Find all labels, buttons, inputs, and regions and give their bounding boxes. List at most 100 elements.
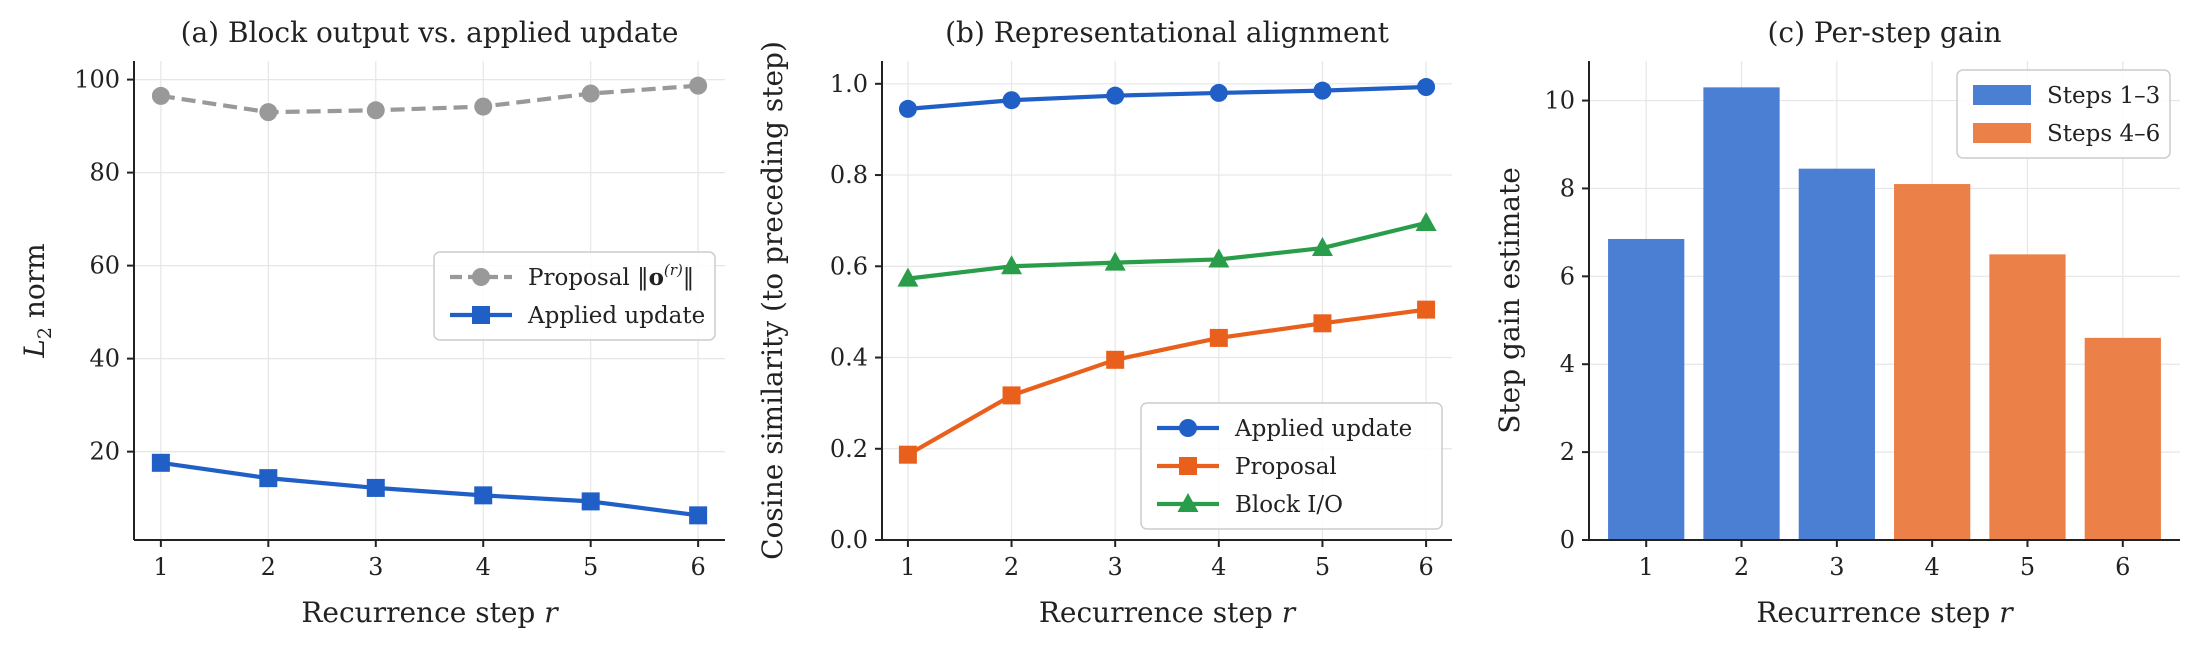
legend-label: Steps 1–3 [2047, 83, 2160, 109]
panel-title: (c) Per-step gain [1767, 16, 2001, 49]
y-tick-label: 80 [89, 159, 120, 187]
y-tick-label: 40 [89, 345, 120, 373]
x-tick-label: 5 [1315, 553, 1330, 581]
y-axis-title: Cosine similarity (to preceding step) [756, 41, 789, 560]
legend-label: Steps 4–6 [2047, 121, 2160, 147]
bar-step-4 [1894, 184, 1971, 540]
data-point [1001, 255, 1023, 275]
legend-marker [472, 268, 490, 286]
x-tick-label: 3 [368, 553, 383, 581]
bar-step-1 [1608, 238, 1685, 541]
series-line-2 [906, 307, 1427, 457]
y-tick-label: 4 [1560, 350, 1575, 378]
y-axis-title: L2 norm [18, 243, 56, 358]
data-point [897, 267, 919, 287]
y-tick-label: 2 [1560, 438, 1575, 466]
data-point [474, 486, 493, 505]
data-point [1415, 211, 1437, 231]
legend-label: Applied update [1234, 416, 1412, 442]
legend-swatch [1973, 123, 2031, 143]
data-point [1313, 314, 1332, 333]
y-tick-label: 0.4 [830, 344, 868, 372]
data-point [1208, 248, 1230, 268]
data-point [1106, 350, 1125, 369]
x-tick-label: 6 [2115, 553, 2130, 581]
series-line-3 [907, 220, 1427, 281]
data-point [1104, 251, 1126, 271]
legend-label: Proposal [1235, 454, 1337, 480]
data-point [898, 445, 917, 464]
data-point [1002, 91, 1021, 110]
bar-step-5 [1989, 254, 2066, 541]
y-tick-label: 0.8 [830, 161, 868, 189]
y-tick-label: 8 [1560, 174, 1575, 202]
data-point [1311, 237, 1333, 257]
series-line-2 [160, 460, 699, 518]
x-tick-label: 3 [1108, 553, 1123, 581]
y-tick-label: 20 [89, 438, 120, 466]
data-point [689, 76, 708, 95]
panel-title: (a) Block output vs. applied update [181, 16, 679, 49]
x-tick-label: 4 [1925, 553, 1940, 581]
y-axis-title: Step gain estimate [1493, 167, 1526, 434]
x-tick-label: 3 [1829, 553, 1844, 581]
legend-marker [472, 306, 490, 324]
data-point [898, 99, 917, 118]
x-tick-label: 5 [583, 553, 598, 581]
x-tick-label: 1 [1639, 553, 1654, 581]
y-tick-label: 100 [74, 66, 120, 94]
panel-2: 1 2 3 4 5 6 0.0 0.2 0.4 0.6 0.8 1.0 (b) Representati… [756, 16, 1452, 629]
bar-step-3 [1798, 168, 1875, 540]
bar-step-6 [2084, 337, 2161, 540]
x-tick-label: 2 [1004, 553, 1019, 581]
bar-step-2 [1703, 87, 1780, 540]
data-point [259, 103, 278, 122]
data-point [581, 492, 600, 511]
data-point [151, 453, 170, 472]
data-point [581, 84, 600, 103]
data-point [366, 478, 385, 497]
x-tick-label: 5 [2020, 553, 2035, 581]
y-tick-label: 6 [1560, 262, 1575, 290]
data-point [1106, 86, 1125, 105]
y-tick-label: 0.6 [830, 252, 868, 280]
x-tick-label: 4 [476, 553, 491, 581]
data-point [1417, 300, 1436, 319]
legend-swatch [1973, 85, 2031, 105]
legend-label: Applied update [527, 303, 705, 329]
legend: Proposal ‖o(r)‖ Applied update [433, 251, 716, 341]
legend-label: Block I/O [1235, 492, 1343, 518]
legend-label: Proposal ‖o(r)‖ [528, 261, 694, 291]
data-point [1417, 78, 1436, 97]
x-tick-label: 1 [900, 553, 915, 581]
data-point [366, 101, 385, 120]
data-point [1209, 328, 1228, 347]
x-tick-label: 6 [1418, 553, 1433, 581]
legend-marker [1179, 419, 1197, 437]
y-tick-label: 10 [1544, 87, 1575, 115]
x-axis-title: Recurrence step r [301, 596, 559, 629]
data-point [1002, 386, 1021, 405]
data-point [689, 506, 708, 525]
y-tick-label: 0.2 [830, 435, 868, 463]
legend-box [1140, 402, 1443, 530]
data-point [474, 97, 493, 116]
x-tick-label: 2 [1734, 553, 1749, 581]
series-line-1 [907, 84, 1427, 111]
y-tick-label: 0 [1560, 526, 1575, 554]
legend-marker [1177, 493, 1199, 512]
x-tick-label: 4 [1211, 553, 1226, 581]
x-tick-label: 1 [153, 553, 168, 581]
x-axis-title: Recurrence step r [1756, 596, 2014, 629]
panel-title: (b) Representational alignment [945, 16, 1389, 49]
data-point [151, 86, 170, 105]
panel-3: 1 2 3 4 5 6 0 2 4 6 8 10 (c) Per-step gain Recurrence… [1493, 16, 2180, 629]
series-line-1 [160, 83, 699, 115]
legend: Applied update Proposal Block I/O [1140, 402, 1443, 530]
legend-marker [1179, 457, 1197, 475]
panel-1: 1 2 3 4 5 6 20 40 60 80 100 (a) Block output vs. ap… [18, 16, 725, 629]
y-tick-label: 1.0 [830, 70, 868, 98]
x-tick-label: 2 [261, 553, 276, 581]
legend-box [433, 251, 716, 341]
